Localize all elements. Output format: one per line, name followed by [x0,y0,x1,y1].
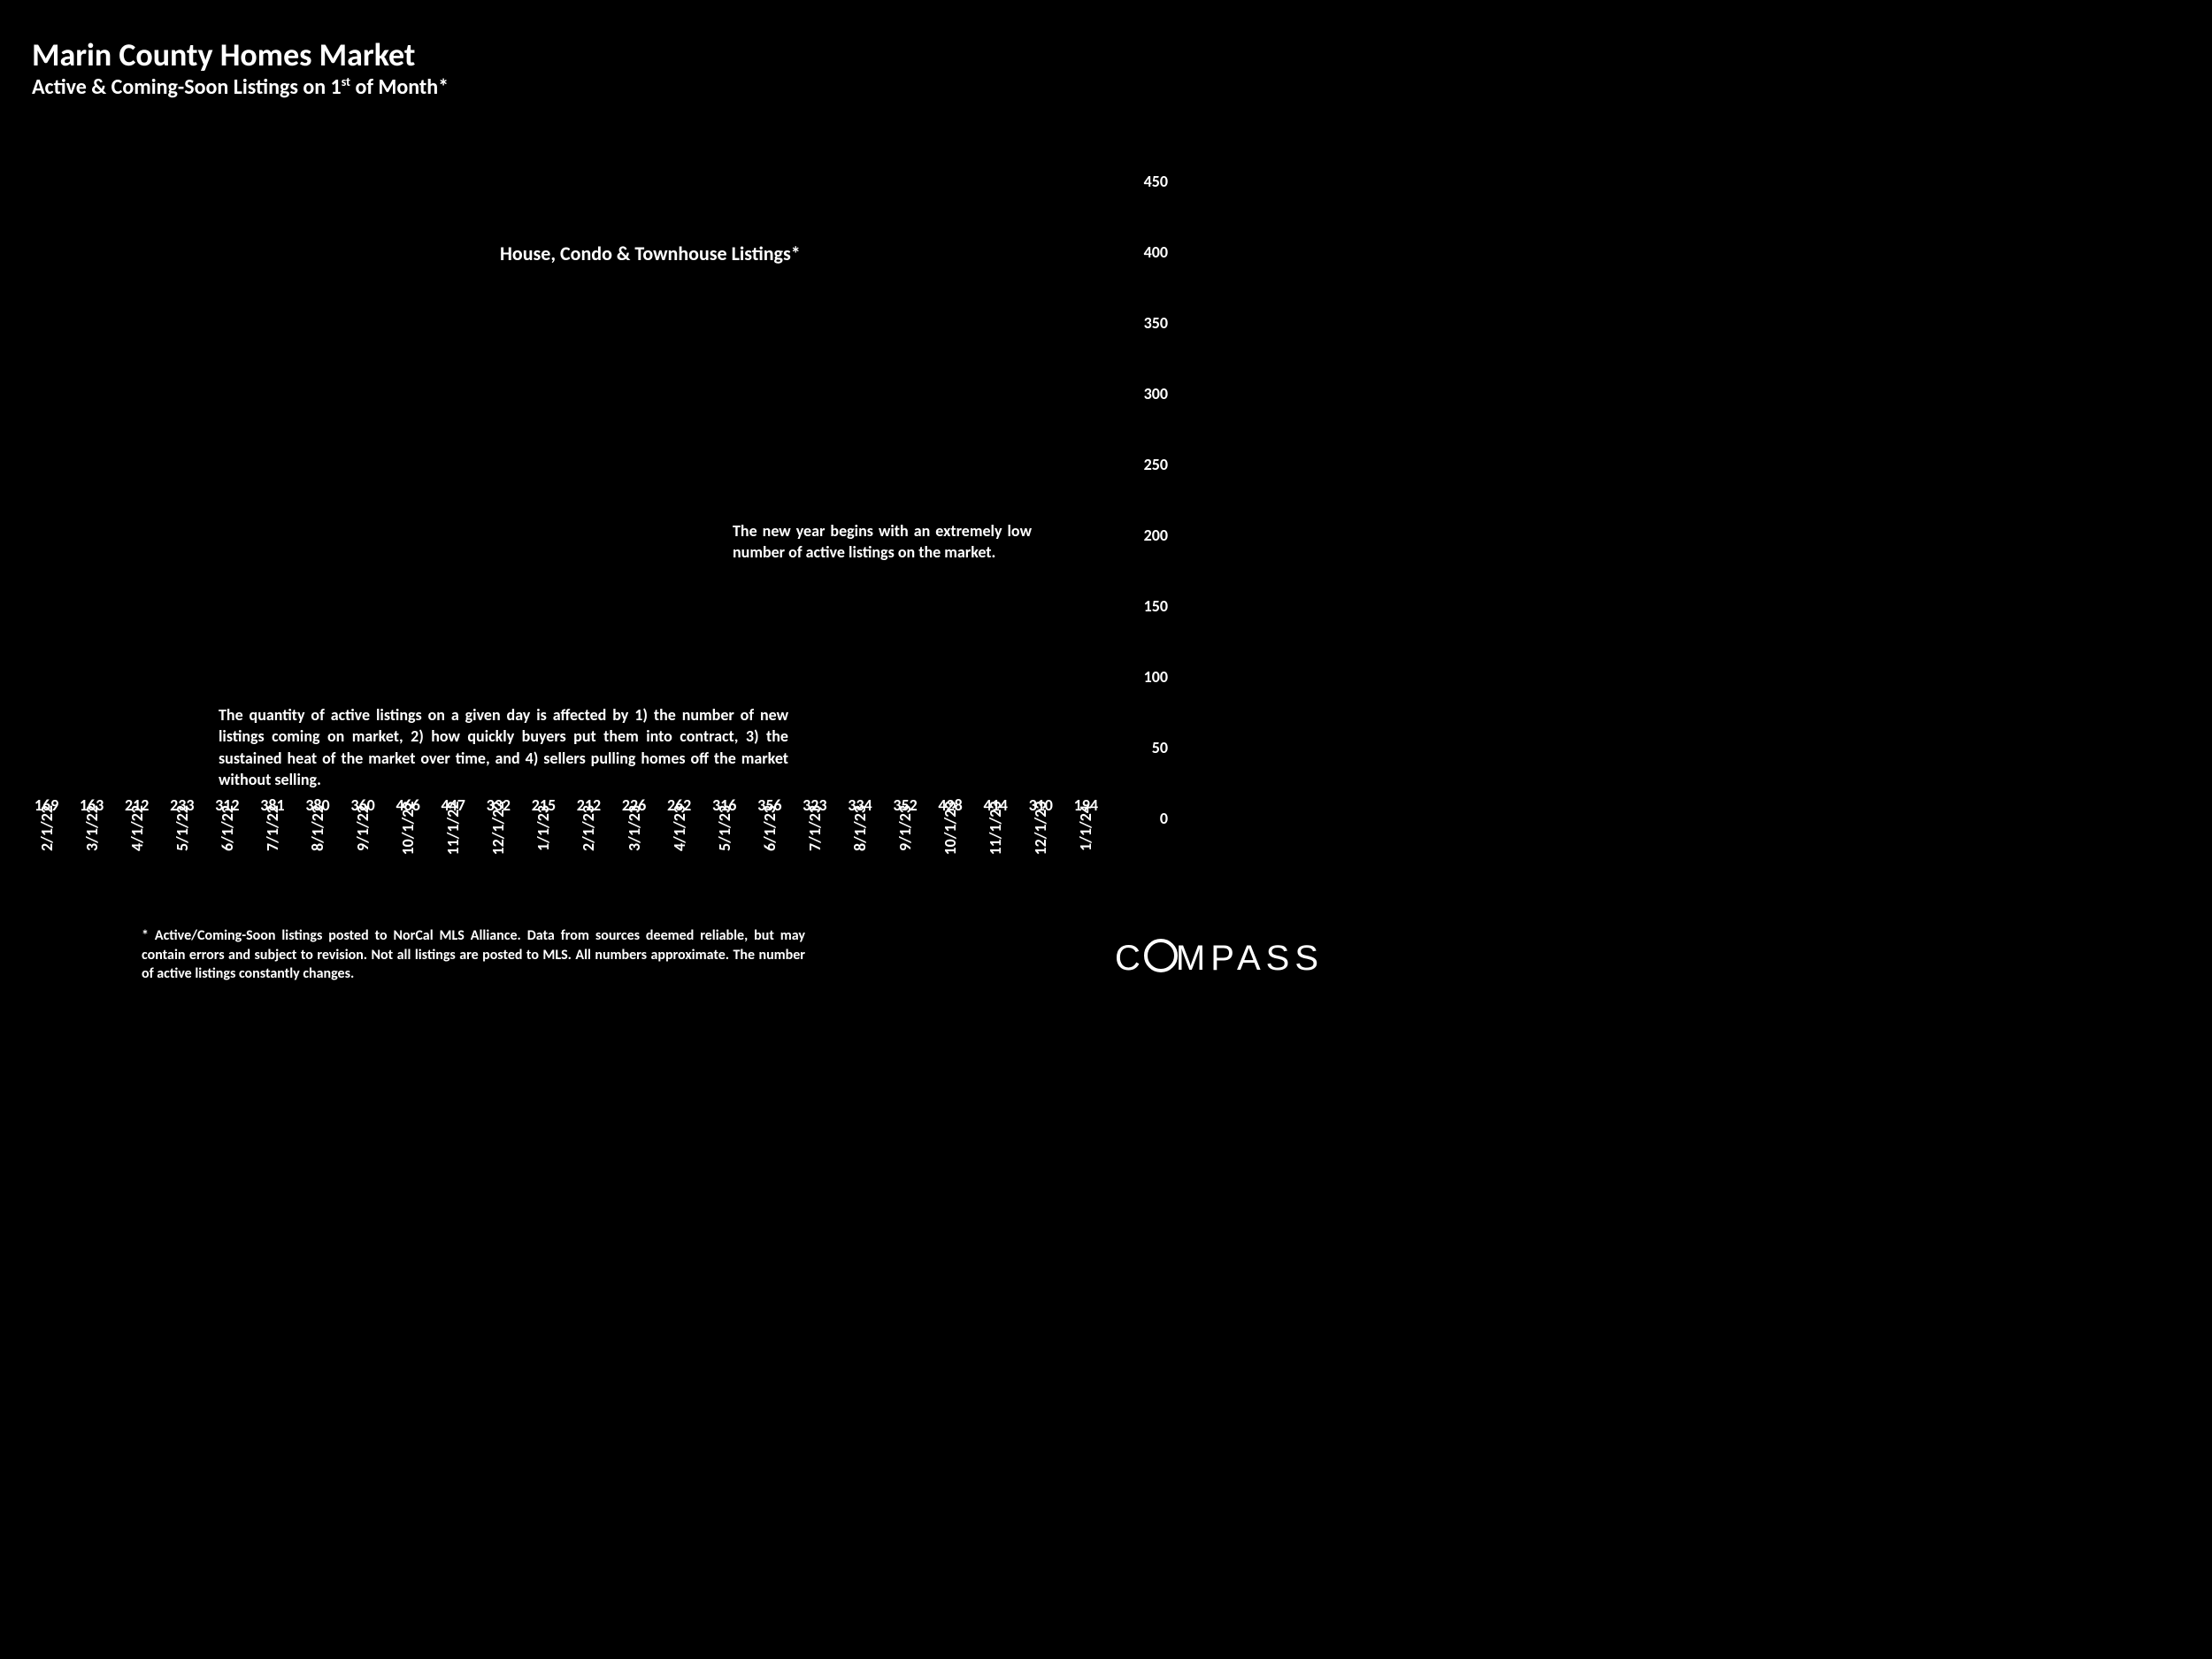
explain-annotation: The quantity of active listings on a giv… [210,699,797,795]
series-label: House, Condo & Townhouse Listings* [491,235,810,273]
compass-logo: CMPASS [1115,939,1324,979]
slide: Marin County Homes Market Active & Comin… [0,0,1359,1019]
y-tick: 400 [1144,242,1168,262]
y-tick: 450 [1144,172,1168,191]
chart-title: Marin County Homes Market [32,35,415,74]
y-tick: 350 [1144,313,1168,333]
y-tick: 50 [1152,738,1168,757]
newyear-annotation: The new year begins with an extremely lo… [724,515,1041,569]
y-axis-right: 050100150200250300350400450 [1115,146,1168,818]
y-tick: 150 [1144,596,1168,616]
footnote: * Active/Coming-Soon listings posted to … [142,926,805,984]
y-tick: 300 [1144,384,1168,403]
y-tick: 100 [1144,667,1168,687]
y-tick: 250 [1144,455,1168,474]
y-tick: 0 [1160,809,1168,828]
chart-subtitle: Active & Coming-Soon Listings on 1st of … [32,74,449,100]
y-tick: 200 [1144,526,1168,545]
